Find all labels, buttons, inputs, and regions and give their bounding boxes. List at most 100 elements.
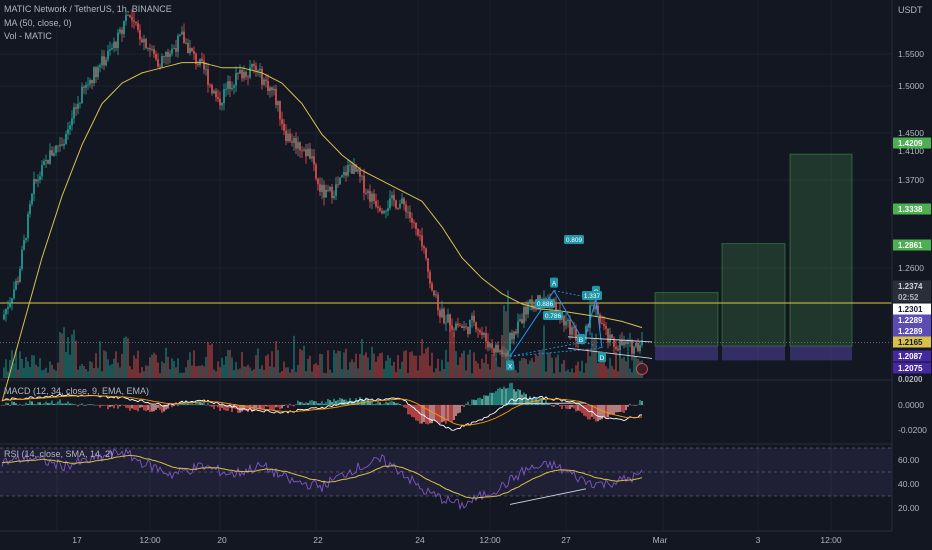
- macd-histogram-bar: [55, 403, 57, 405]
- volume-bar: [145, 365, 147, 378]
- volume-bar: [589, 356, 591, 378]
- price-label-text: 1.2301: [898, 305, 923, 314]
- volume-bar: [227, 349, 229, 378]
- macd-indicator-label[interactable]: MACD (12, 34, close, 9, EMA, EMA): [4, 386, 150, 396]
- macd-histogram-bar: [157, 405, 159, 408]
- time-tick-label: 3: [756, 535, 761, 545]
- trend-line: [567, 347, 653, 359]
- volume-bar: [395, 372, 397, 378]
- candle-body: [35, 179, 37, 182]
- volume-bar: [337, 350, 339, 378]
- candle-body: [455, 323, 457, 330]
- macd-histogram-bar: [135, 405, 137, 411]
- candle-body: [609, 334, 611, 343]
- volume-bar: [475, 361, 477, 378]
- volume-bar: [451, 329, 453, 378]
- macd-histogram-bar: [299, 402, 301, 405]
- candle-body: [591, 304, 593, 306]
- candle-body: [321, 184, 323, 192]
- macd-histogram-bar: [5, 402, 7, 405]
- volume-bar: [439, 371, 441, 378]
- macd-histogram-bar: [279, 405, 281, 410]
- macd-histogram-bar: [71, 403, 73, 405]
- volume-bar: [437, 358, 439, 378]
- volume-bar: [287, 367, 289, 378]
- candle-body: [451, 325, 453, 330]
- volume-bar: [631, 372, 633, 378]
- macd-histogram-bar: [201, 402, 203, 405]
- volume-bar: [55, 370, 57, 378]
- candle-body: [481, 332, 483, 335]
- rsi-indicator-label[interactable]: RSI (14, close, SMA, 14, 2): [4, 449, 114, 459]
- macd-histogram-bar: [585, 405, 587, 417]
- price-axis[interactable]: 1.5500 1.5000 1.4500 1.4100 1.3700 1.2600 1.42…: [891, 0, 932, 550]
- price-label-text: 1.2289: [898, 316, 923, 325]
- candle-body: [601, 322, 603, 325]
- candle-body: [343, 171, 345, 176]
- chart-title[interactable]: MATIC Network / TetherUS, 1h, BINANCE: [4, 4, 172, 14]
- macd-histogram-bar: [153, 405, 155, 412]
- candle-body: [417, 228, 419, 236]
- macd-histogram-bar: [467, 401, 469, 405]
- volume-bar: [223, 364, 225, 378]
- candle-body: [87, 84, 89, 86]
- macd-histogram-bar: [523, 392, 525, 405]
- candle-body: [203, 60, 205, 70]
- candle-body: [475, 322, 477, 330]
- macd-histogram-bar: [317, 403, 319, 405]
- volume-bar: [213, 369, 215, 378]
- candle-body: [391, 195, 393, 199]
- macd-histogram-bar: [39, 402, 41, 405]
- candle-body: [323, 184, 325, 198]
- macd-histogram-bar: [69, 403, 71, 405]
- macd-histogram-bar: [81, 403, 83, 405]
- candle-body: [123, 20, 125, 34]
- candle-body: [459, 325, 461, 327]
- volume-bar: [163, 363, 165, 378]
- volume-bar: [285, 367, 287, 378]
- volume-bar: [131, 369, 133, 378]
- candle-body: [489, 343, 491, 348]
- volume-bar: [171, 358, 173, 378]
- volume-bar: [323, 372, 325, 378]
- candle-body: [189, 47, 191, 54]
- position-stop-zone: [790, 346, 852, 361]
- volume-bar: [69, 354, 71, 378]
- candle-body: [473, 315, 475, 323]
- candle-body: [145, 39, 147, 49]
- candle-body: [437, 294, 439, 311]
- macd-histogram-bar: [571, 405, 573, 408]
- volume-bar: [97, 367, 99, 378]
- chart-grid: [0, 0, 892, 530]
- time-tick-label: 24: [415, 535, 425, 545]
- macd-histogram-bar: [511, 382, 513, 405]
- volume-bar: [429, 365, 431, 378]
- macd-histogram-bar: [469, 405, 471, 406]
- macd-histogram-bar: [89, 404, 91, 405]
- volume-bar: [341, 369, 343, 378]
- ma-indicator-label[interactable]: MA (50, close, 0): [4, 18, 72, 28]
- volume-bar: [331, 372, 333, 378]
- volume-bar: [85, 369, 87, 378]
- pattern-ratio-box: [582, 291, 602, 300]
- pattern-point-label-d: D: [600, 355, 605, 362]
- macd-histogram-bar: [151, 405, 153, 412]
- candle-body: [47, 159, 49, 164]
- macd-histogram-bar: [191, 402, 193, 405]
- price-tick-label: 1.4100: [898, 146, 924, 156]
- macd-histogram-bar: [455, 405, 457, 416]
- volume-indicator-label[interactable]: Vol - MATIC: [4, 31, 52, 41]
- candle-body: [197, 63, 199, 65]
- volume-bar: [313, 364, 315, 378]
- macd-histogram-bar: [35, 404, 37, 406]
- macd-histogram-bar: [487, 395, 489, 405]
- macd-histogram-bar: [51, 400, 53, 405]
- macd-histogram-bar: [417, 405, 419, 421]
- price-label-box: [893, 137, 931, 149]
- candle-body: [255, 65, 257, 71]
- rsi-tick-label: 40.00: [898, 479, 920, 489]
- volume-bar: [603, 354, 605, 378]
- time-axis[interactable]: 17 12:00 20 22 24 12:00 27 Mar 3 12:00: [0, 530, 892, 545]
- macd-histogram-bar: [155, 405, 157, 410]
